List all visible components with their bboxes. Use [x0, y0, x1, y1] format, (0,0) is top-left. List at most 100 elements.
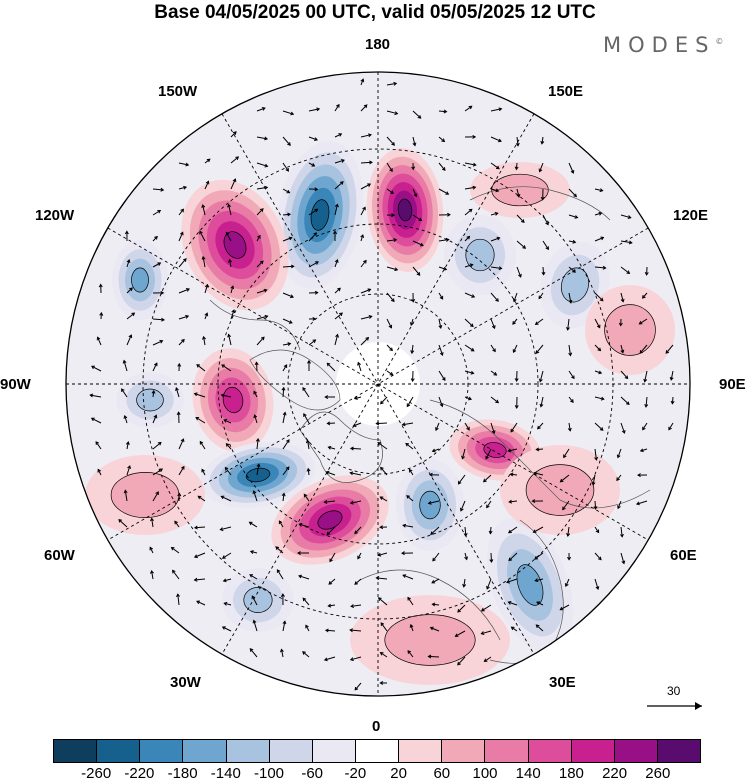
wind-arrow-icon [178, 288, 190, 294]
wind-arrowhead [298, 574, 303, 579]
anomaly-contour [491, 173, 549, 207]
wind-arrowhead [380, 466, 384, 471]
wind-arrowhead [570, 399, 574, 403]
wind-arrowhead [573, 193, 577, 198]
wind-arrow-icon [402, 574, 414, 580]
wind-arrowhead [253, 414, 258, 419]
wind-arrow-icon [178, 438, 184, 450]
wind-arrow-icon [386, 370, 393, 376]
wind-arrow-icon [282, 318, 293, 324]
wind-arrow-icon [249, 521, 258, 528]
wind-arrow-icon [620, 422, 625, 434]
wind-arrow-icon [508, 526, 518, 534]
wind-arrowhead [224, 466, 229, 471]
wind-arrowhead [379, 496, 384, 500]
wind-arrowhead [515, 142, 520, 147]
wind-arrow-icon [124, 415, 128, 424]
colorbar [53, 739, 701, 763]
wind-arrow-icon [412, 214, 422, 221]
wind-arrowhead [223, 601, 228, 606]
wind-arrowhead [389, 347, 393, 352]
wind-arrowhead [407, 650, 412, 654]
wind-arrowhead [276, 569, 281, 573]
wind-arrowhead [379, 680, 384, 685]
wind-arrow-icon [565, 578, 570, 587]
wind-arrowhead [327, 445, 332, 450]
wind-arrowhead [512, 349, 517, 354]
wind-arrowhead [232, 178, 237, 183]
wind-arrowhead [441, 377, 446, 382]
wind-arrow-icon [351, 604, 362, 607]
wind-arrowhead [598, 370, 603, 375]
wind-arrowhead [628, 240, 633, 245]
wind-arrowhead [431, 448, 436, 453]
wind-arrow-icon [256, 289, 267, 294]
wind-arrow-icon [594, 237, 604, 242]
wind-arrowhead [591, 481, 596, 486]
anomaly-contour [317, 510, 343, 530]
wind-arrow-icon [412, 188, 417, 197]
wind-arrow-icon [230, 178, 236, 190]
colorbar-tick-label: 220 [602, 765, 628, 782]
wind-arrowhead [380, 622, 385, 627]
map-title: Base 04/05/2025 00 UTC, valid 05/05/2025… [154, 2, 596, 23]
wind-arrowhead [627, 215, 632, 219]
wind-arrowhead [314, 208, 319, 213]
wind-arrow-icon [360, 315, 372, 320]
coastline [359, 569, 501, 641]
wind-arrow-icon [620, 344, 624, 353]
wind-arrowhead [593, 506, 598, 510]
wind-arrowhead [639, 350, 644, 354]
reference-arrow-icon [647, 702, 702, 710]
wind-arrow-icon [490, 237, 500, 242]
wind-arrow-icon [334, 104, 340, 112]
wind-arrow-icon [513, 344, 518, 353]
wind-arrow-icon [464, 552, 468, 560]
wind-arrowhead [337, 287, 341, 292]
wind-arrowhead [123, 489, 128, 494]
wind-arrowhead [447, 212, 451, 217]
wind-arrow-icon [256, 336, 265, 346]
wind-arrow-icon [357, 362, 362, 372]
wind-arrowhead [418, 217, 423, 222]
anomaly-contour [243, 587, 273, 613]
wind-arrow-icon [464, 264, 473, 268]
wind-arrowhead [223, 419, 228, 423]
wind-arrowhead [439, 403, 444, 408]
wind-arrow-icon [464, 162, 476, 166]
wind-arrow-icon [642, 422, 648, 430]
wind-arrow-icon [334, 287, 341, 294]
wind-arrowhead [480, 631, 485, 635]
wind-arrow-icon [282, 387, 285, 398]
wind-arrow-icon [594, 188, 603, 192]
wind-arrowhead [180, 208, 184, 213]
wind-arrow-icon [412, 110, 422, 119]
wind-arrow-icon [594, 500, 597, 509]
wind-arrow-icon [594, 448, 597, 460]
wind-arrow-icon [594, 370, 602, 374]
wind-arrow-icon [256, 107, 266, 112]
wind-arrowhead [174, 520, 178, 525]
colorbar-tick-label: 260 [645, 765, 671, 782]
wind-arrowhead [339, 312, 343, 317]
wind-arrowhead [535, 350, 540, 354]
wind-arrowhead [522, 245, 527, 249]
wind-arrow-icon [152, 468, 163, 476]
wind-arrow-icon [540, 396, 544, 407]
wind-arrow-icon [199, 231, 206, 242]
wind-arrowhead [393, 81, 398, 86]
wind-arrow-icon [202, 256, 206, 268]
wind-arrowhead [394, 111, 399, 116]
wind-arrow-icon [506, 578, 518, 583]
wind-arrow-icon [97, 469, 102, 476]
wind-arrowhead [327, 603, 332, 608]
wind-arrow-icon [568, 422, 571, 431]
wind-arrow-icon [537, 422, 544, 430]
wind-arrow-icon [539, 370, 544, 382]
colorbar-tick-label: -100 [253, 765, 285, 782]
wind-arrow-icon [535, 624, 544, 632]
wind-arrowhead [408, 468, 413, 473]
wind-arrow-icon [535, 344, 544, 354]
wind-arrow-icon [563, 448, 570, 458]
wind-arrow-icon [253, 490, 258, 502]
